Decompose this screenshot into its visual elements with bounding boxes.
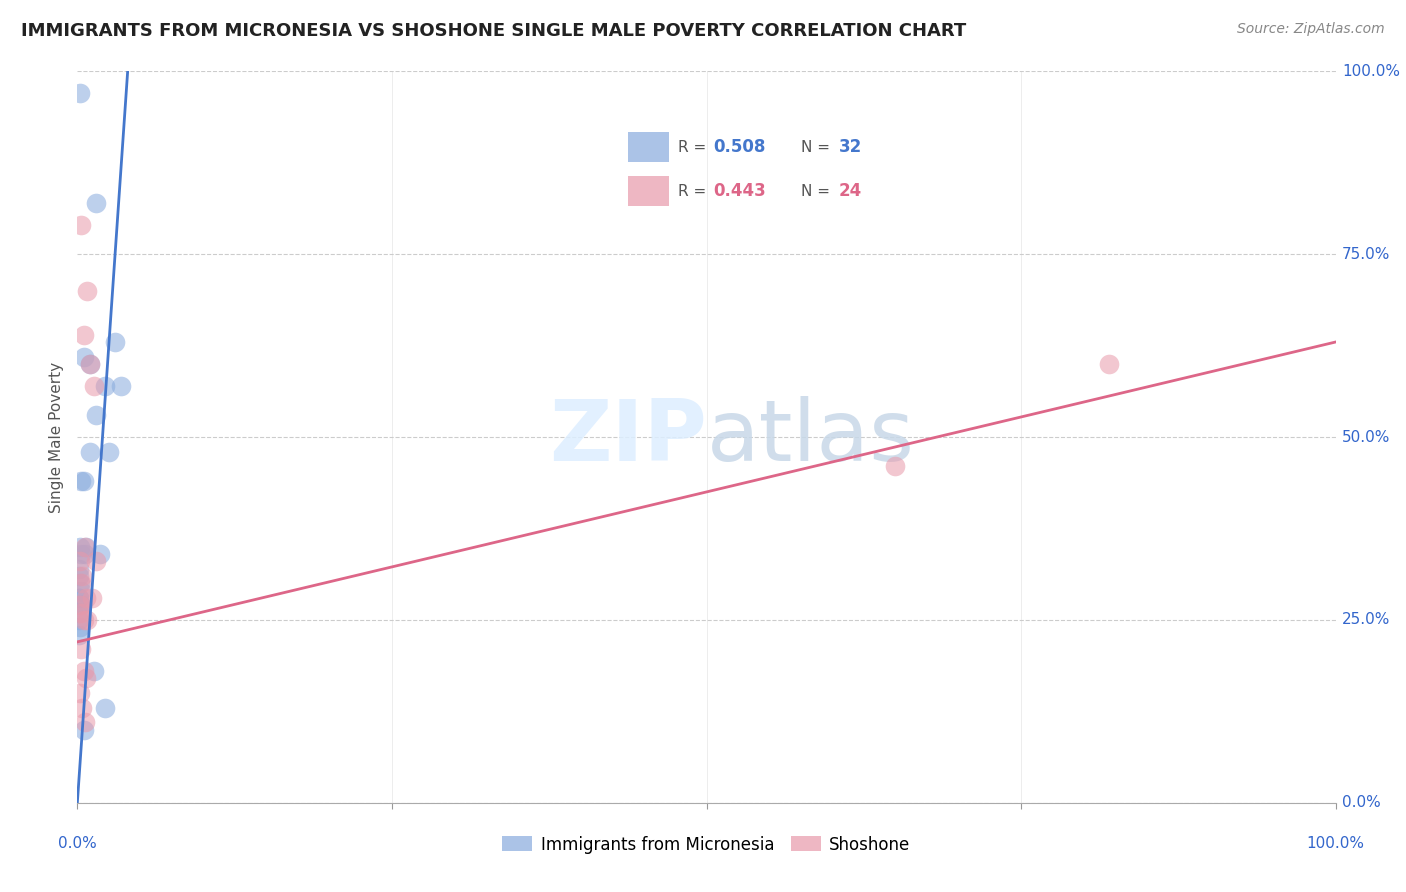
Point (67, 591, 90, 605)
Point (84, 554, 107, 568)
Point (75, 672, 97, 686)
Text: 0.0%: 0.0% (58, 836, 97, 851)
Legend: Immigrants from Micronesia, Shoshone: Immigrants from Micronesia, Shoshone (496, 829, 917, 860)
Text: 100.0%: 100.0% (1341, 64, 1400, 78)
Point (1098, 357, 1121, 371)
Text: 100.0%: 100.0% (1306, 836, 1365, 851)
Bar (628, 176, 669, 206)
Point (67, 606, 90, 620)
Text: N =: N = (801, 184, 835, 199)
Point (104, 334, 127, 349)
Point (70, 576, 93, 591)
Point (72, 569, 94, 583)
Text: atlas: atlas (707, 395, 914, 479)
Point (69, 87, 91, 101)
Point (884, 459, 907, 474)
Point (70, 606, 93, 620)
Text: 24: 24 (838, 182, 862, 200)
Point (76, 613, 98, 627)
Point (83, 379, 105, 393)
Bar (628, 132, 669, 162)
Point (94, 379, 117, 393)
Point (89, 547, 111, 561)
Y-axis label: Single Male Poverty: Single Male Poverty (49, 361, 65, 513)
Text: R =: R = (678, 184, 711, 199)
Text: 0.443: 0.443 (713, 182, 765, 200)
Point (73, 547, 96, 561)
Point (73, 540, 96, 554)
Point (72, 350, 94, 364)
Point (76, 284, 98, 298)
Point (94, 700, 117, 714)
Text: 25.0%: 25.0% (1341, 613, 1391, 627)
Point (70, 599, 93, 613)
Point (69, 554, 91, 568)
Text: R =: R = (678, 140, 711, 155)
Point (79, 357, 101, 371)
Point (67, 613, 90, 627)
Point (69, 599, 91, 613)
Point (72, 700, 94, 714)
Point (67, 569, 90, 583)
Point (69, 620, 91, 634)
Point (79, 357, 101, 371)
Point (75, 591, 97, 605)
Point (67, 591, 90, 605)
Text: Source: ZipAtlas.com: Source: ZipAtlas.com (1237, 22, 1385, 37)
Text: IMMIGRANTS FROM MICRONESIA VS SHOSHONE SINGLE MALE POVERTY CORRELATION CHART: IMMIGRANTS FROM MICRONESIA VS SHOSHONE S… (21, 22, 966, 40)
Point (69, 540, 91, 554)
Point (70, 218, 93, 232)
Point (69, 686, 91, 700)
Point (73, 715, 96, 730)
Point (97, 444, 120, 458)
Point (82, 591, 104, 605)
Point (79, 444, 101, 458)
Point (70, 474, 93, 488)
Point (83, 664, 105, 678)
Point (69, 576, 91, 591)
Point (72, 327, 94, 342)
Point (70, 583, 93, 598)
Text: 32: 32 (838, 138, 862, 156)
Text: 0.508: 0.508 (713, 138, 765, 156)
Point (84, 408, 107, 422)
Text: ZIP: ZIP (548, 395, 707, 479)
Point (69, 599, 91, 613)
Point (72, 723, 94, 737)
Text: 75.0%: 75.0% (1341, 247, 1391, 261)
Point (67, 627, 90, 641)
Text: N =: N = (801, 140, 835, 155)
Point (75, 540, 97, 554)
Point (72, 474, 94, 488)
Point (70, 642, 93, 657)
Point (84, 196, 107, 211)
Point (70, 547, 93, 561)
Text: 50.0%: 50.0% (1341, 430, 1391, 444)
Text: 0.0%: 0.0% (1341, 796, 1381, 810)
Point (110, 379, 132, 393)
Point (72, 664, 94, 678)
Point (72, 613, 94, 627)
Point (67, 562, 90, 576)
